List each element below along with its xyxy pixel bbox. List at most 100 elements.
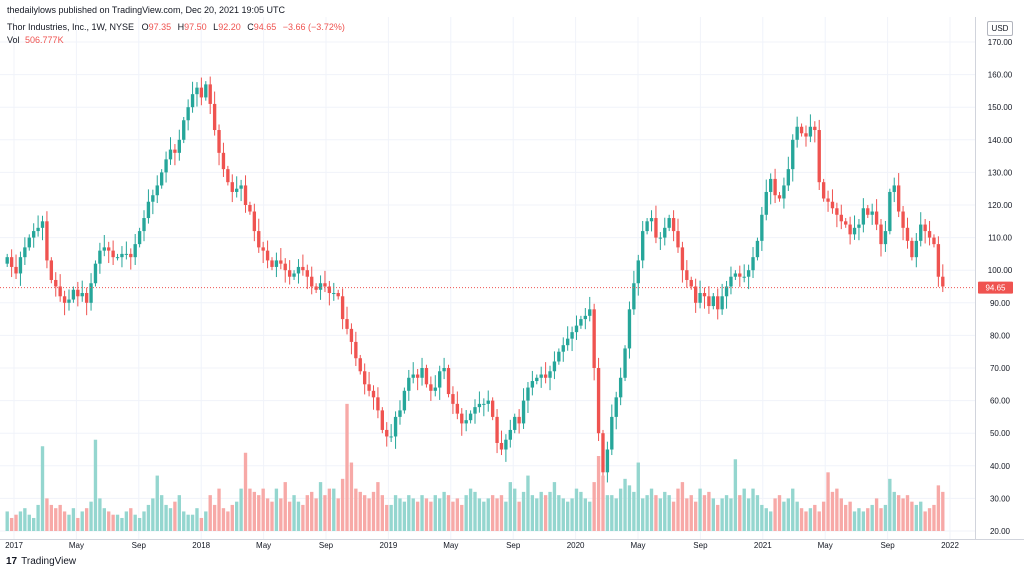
candle-body bbox=[102, 247, 106, 251]
candle-body bbox=[852, 227, 857, 235]
candle-body bbox=[327, 286, 332, 294]
volume-bar bbox=[265, 498, 270, 531]
volume-bar bbox=[755, 495, 760, 531]
volume-bar bbox=[283, 482, 287, 531]
y-tick-label: 90.00 bbox=[990, 299, 1011, 308]
change-value: −3.66 (−3.72%) bbox=[282, 22, 345, 32]
candle-body bbox=[93, 263, 98, 284]
candle-body bbox=[124, 253, 129, 255]
y-tick-label: 80.00 bbox=[990, 331, 1011, 340]
candle-body bbox=[40, 221, 45, 228]
candle-body bbox=[195, 87, 199, 95]
volume-bar bbox=[195, 508, 199, 531]
candle-body bbox=[23, 247, 27, 258]
candle-body bbox=[777, 195, 782, 199]
volume-bar bbox=[226, 511, 230, 531]
volume-bar bbox=[84, 508, 89, 531]
volume-bar bbox=[358, 491, 362, 531]
time-axis[interactable]: 2017 May Sep 2018 May Sep 2019 May Sep 2020 May Sep… bbox=[5, 541, 959, 550]
candle-body bbox=[389, 436, 393, 438]
last-price-label: 94.65 bbox=[985, 284, 1006, 293]
volume-bar bbox=[618, 488, 623, 531]
volume-bar bbox=[592, 482, 596, 531]
volume-bar bbox=[883, 504, 888, 531]
candle-body bbox=[702, 293, 707, 297]
volume-bar bbox=[9, 517, 14, 531]
volume-bar bbox=[693, 501, 698, 531]
grid bbox=[0, 17, 975, 539]
volume-bar bbox=[274, 488, 279, 531]
currency-button[interactable]: USD bbox=[987, 21, 1013, 36]
volume-bar bbox=[521, 491, 526, 531]
volume-bar bbox=[230, 504, 234, 531]
candle-body bbox=[98, 250, 102, 264]
candle-body bbox=[199, 87, 204, 98]
volume-bar bbox=[535, 498, 539, 531]
candle-body bbox=[67, 299, 71, 303]
candle-body bbox=[826, 198, 830, 202]
candle-body bbox=[402, 390, 407, 411]
candle-body bbox=[460, 413, 464, 424]
volume-bar bbox=[164, 504, 168, 531]
candle-body bbox=[54, 279, 58, 287]
volume-bar bbox=[446, 495, 451, 531]
volume-bar bbox=[910, 501, 914, 531]
candle-body bbox=[310, 276, 314, 287]
volume-bar bbox=[932, 504, 936, 531]
volume-bar bbox=[182, 511, 186, 531]
symbol-title[interactable]: Thor Industries, Inc., 1W, NYSE bbox=[7, 22, 135, 32]
candle-body bbox=[186, 107, 190, 121]
candle-body bbox=[36, 227, 40, 232]
price-axis[interactable]: 170.00 160.00 150.00 140.00 130.00 120.00 110.… bbox=[988, 38, 1013, 536]
candles bbox=[5, 76, 945, 483]
candle-body bbox=[32, 231, 36, 238]
candle-body bbox=[129, 253, 133, 258]
candle-body bbox=[552, 361, 557, 372]
x-tick-label: May bbox=[69, 541, 84, 550]
candle-body bbox=[892, 185, 896, 192]
candle-body bbox=[932, 237, 936, 245]
volume-bar bbox=[482, 501, 486, 531]
volume-bar bbox=[632, 491, 636, 531]
tradingview-logo[interactable]: 17 TradingView bbox=[6, 556, 76, 567]
candle-body bbox=[848, 224, 852, 235]
candle-body bbox=[155, 185, 159, 196]
candle-body bbox=[499, 442, 504, 450]
volume-bar bbox=[32, 517, 36, 531]
volume-bar bbox=[67, 514, 71, 531]
volume-bar bbox=[93, 439, 98, 531]
candle-body bbox=[111, 250, 115, 258]
volume-bar bbox=[905, 495, 910, 531]
volume-bar bbox=[385, 504, 389, 531]
candle-body bbox=[601, 433, 605, 473]
candle-body bbox=[813, 126, 817, 131]
volume-bar bbox=[508, 482, 512, 531]
candle-body bbox=[641, 231, 645, 261]
x-tick-label: May bbox=[818, 541, 833, 550]
volume-bar bbox=[473, 491, 477, 531]
volume-bar bbox=[552, 482, 557, 531]
volume-bar bbox=[124, 511, 129, 531]
y-tick-label: 60.00 bbox=[990, 397, 1011, 406]
candle-body bbox=[455, 403, 460, 414]
candle-body bbox=[508, 429, 512, 440]
candle-body bbox=[84, 293, 89, 303]
volume-bar bbox=[680, 482, 685, 531]
volume-bar bbox=[733, 459, 738, 531]
candle-body bbox=[557, 351, 561, 362]
candle-body bbox=[698, 293, 702, 303]
candle-body bbox=[632, 283, 636, 310]
candle-body bbox=[504, 439, 508, 450]
volume-bar bbox=[424, 498, 429, 531]
volume-bar bbox=[667, 495, 671, 531]
candle-body bbox=[433, 387, 437, 391]
volume-bar bbox=[367, 498, 371, 531]
candle-body bbox=[318, 283, 323, 290]
volume-bar bbox=[716, 504, 720, 531]
candle-body bbox=[362, 371, 367, 385]
volume-bar bbox=[936, 485, 941, 531]
candle-body bbox=[204, 84, 208, 98]
candle-body bbox=[296, 266, 301, 274]
